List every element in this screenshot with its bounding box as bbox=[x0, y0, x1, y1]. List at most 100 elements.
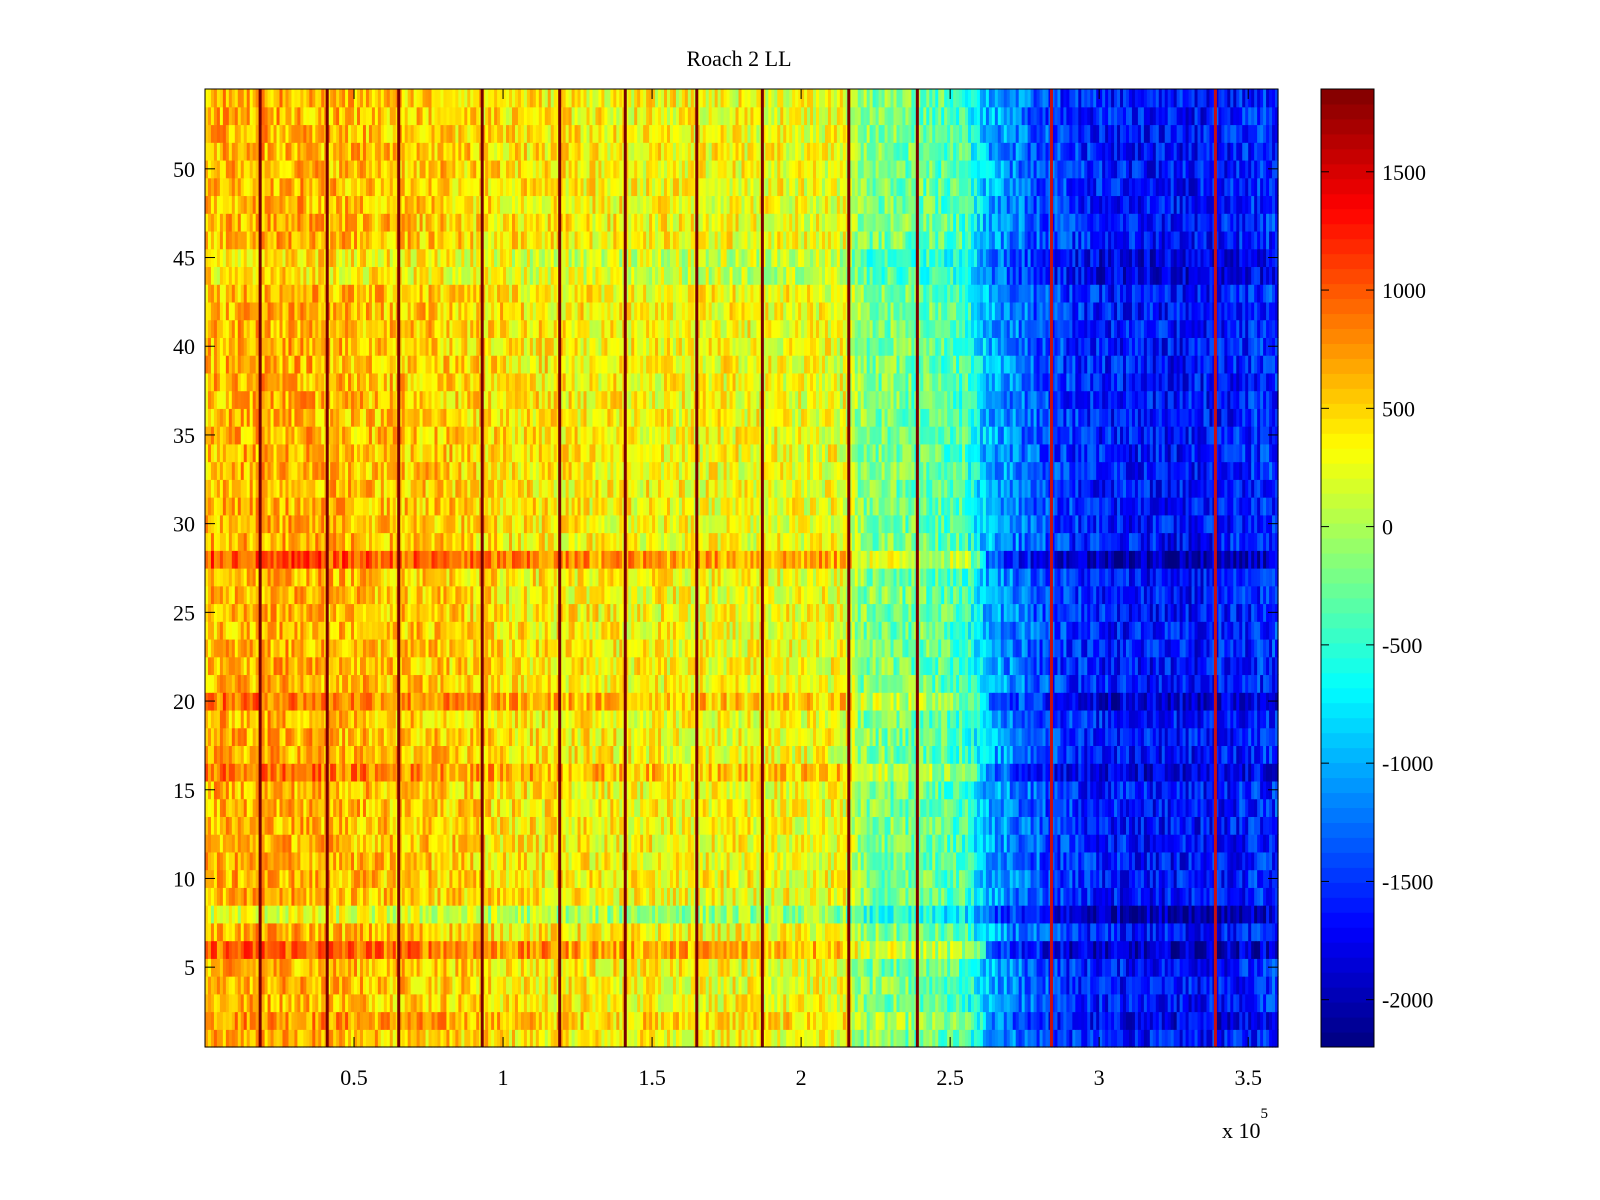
heatmap-cell bbox=[664, 816, 668, 835]
heatmap-cell bbox=[771, 905, 775, 924]
heatmap-cell bbox=[893, 1029, 898, 1048]
heatmap-cell bbox=[413, 851, 418, 871]
heatmap-cell bbox=[365, 905, 370, 924]
heatmap-cell bbox=[878, 922, 883, 942]
heatmap-cell bbox=[1045, 1011, 1050, 1030]
heatmap-cell bbox=[959, 869, 963, 888]
heatmap-cell bbox=[401, 816, 406, 835]
heatmap-cell bbox=[896, 887, 901, 906]
heatmap-cell bbox=[455, 851, 459, 871]
heatmap-cell bbox=[750, 834, 755, 853]
heatmap-cell bbox=[690, 1029, 695, 1048]
heatmap-cell bbox=[246, 834, 251, 853]
heatmap-cell bbox=[1075, 940, 1079, 959]
heatmap-cell bbox=[500, 940, 504, 959]
heatmap-cell bbox=[1030, 993, 1035, 1013]
heatmap-cell bbox=[631, 816, 635, 835]
heatmap-cell bbox=[497, 940, 501, 959]
heatmap-cell bbox=[413, 922, 418, 942]
heatmap-cell bbox=[923, 869, 927, 888]
heatmap-cell bbox=[783, 887, 787, 906]
heatmap-cell bbox=[1051, 976, 1056, 995]
heatmap-cell bbox=[1158, 905, 1163, 924]
heatmap-cell bbox=[526, 1011, 531, 1030]
heatmap-cell bbox=[246, 958, 251, 977]
heatmap-cell bbox=[842, 887, 847, 906]
heatmap-cell bbox=[553, 993, 558, 1013]
heatmap-cell bbox=[514, 993, 519, 1013]
heatmap-cell bbox=[476, 905, 480, 924]
heatmap-cell bbox=[452, 1029, 456, 1048]
heatmap-cell bbox=[729, 905, 734, 924]
heatmap-cell bbox=[1161, 851, 1166, 871]
heatmap-cell bbox=[804, 905, 808, 924]
heatmap-cell bbox=[351, 834, 355, 853]
heatmap-cell bbox=[216, 1011, 221, 1030]
heatmap-cell bbox=[935, 834, 939, 853]
heatmap-cell bbox=[634, 905, 638, 924]
heatmap-cell bbox=[816, 851, 820, 871]
heatmap-cell bbox=[1230, 976, 1234, 995]
heatmap-cell bbox=[1140, 834, 1145, 853]
heatmap-cell bbox=[839, 940, 844, 959]
heatmap-cell bbox=[681, 940, 686, 959]
heatmap-cell bbox=[252, 834, 257, 853]
heatmap-cell bbox=[354, 976, 358, 995]
heatmap-cell bbox=[1230, 940, 1234, 959]
heatmap-cell bbox=[431, 816, 436, 835]
heatmap-cell bbox=[294, 887, 298, 906]
heatmap-cell bbox=[982, 922, 987, 942]
heatmap-cell bbox=[869, 834, 874, 853]
heatmap-cell bbox=[583, 922, 588, 942]
heatmap-cell bbox=[276, 869, 281, 888]
heatmap-cell bbox=[902, 976, 907, 995]
heatmap-cell bbox=[473, 869, 477, 888]
heatmap-cell bbox=[816, 905, 820, 924]
heatmap-cell bbox=[965, 922, 969, 942]
heatmap-cell bbox=[1021, 940, 1026, 959]
heatmap-cell bbox=[944, 922, 948, 942]
heatmap-cell bbox=[592, 834, 597, 853]
heatmap-cell bbox=[294, 993, 298, 1013]
heatmap-cell bbox=[213, 869, 218, 888]
heatmap-cell bbox=[368, 993, 373, 1013]
heatmap-cell bbox=[276, 958, 281, 977]
heatmap-cell bbox=[365, 958, 370, 977]
heatmap-cell bbox=[842, 834, 847, 853]
heatmap-cell bbox=[944, 976, 948, 995]
heatmap-cell bbox=[210, 1029, 215, 1048]
heatmap-cell bbox=[300, 798, 304, 817]
heatmap-cell bbox=[398, 958, 403, 977]
heatmap-cell bbox=[929, 993, 933, 1013]
heatmap-cell bbox=[640, 1011, 644, 1030]
heatmap-cell bbox=[1215, 940, 1219, 959]
heatmap-cell bbox=[968, 1011, 972, 1030]
heatmap-cell bbox=[249, 798, 254, 817]
heatmap-cell bbox=[1006, 905, 1011, 924]
heatmap-cell bbox=[857, 1029, 862, 1048]
heatmap-cell bbox=[491, 1029, 495, 1048]
heatmap-cell bbox=[1251, 958, 1255, 977]
heatmap-cell bbox=[1128, 922, 1133, 942]
heatmap-cell bbox=[422, 940, 427, 959]
heatmap-cell bbox=[1182, 816, 1187, 835]
heatmap-cell bbox=[1245, 993, 1249, 1013]
heatmap-cell bbox=[494, 869, 498, 888]
heatmap-cell bbox=[1078, 922, 1082, 942]
heatmap-cell bbox=[1024, 922, 1029, 942]
heatmap-cell bbox=[443, 1029, 448, 1048]
heatmap-cell bbox=[419, 816, 424, 835]
heatmap-cell bbox=[1269, 922, 1273, 942]
heatmap-cell bbox=[345, 993, 349, 1013]
heatmap-cell bbox=[911, 922, 915, 942]
heatmap-cell bbox=[1158, 1029, 1163, 1048]
heatmap-cell bbox=[580, 816, 585, 835]
heatmap-cell bbox=[1003, 922, 1008, 942]
heatmap-cell bbox=[643, 1029, 647, 1048]
heatmap-cell bbox=[535, 940, 540, 959]
heatmap-cell bbox=[771, 958, 775, 977]
heatmap-cell bbox=[1242, 869, 1246, 888]
heatmap-cell bbox=[1176, 869, 1181, 888]
heatmap-cell bbox=[1051, 993, 1056, 1013]
heatmap-cell bbox=[872, 1029, 877, 1048]
